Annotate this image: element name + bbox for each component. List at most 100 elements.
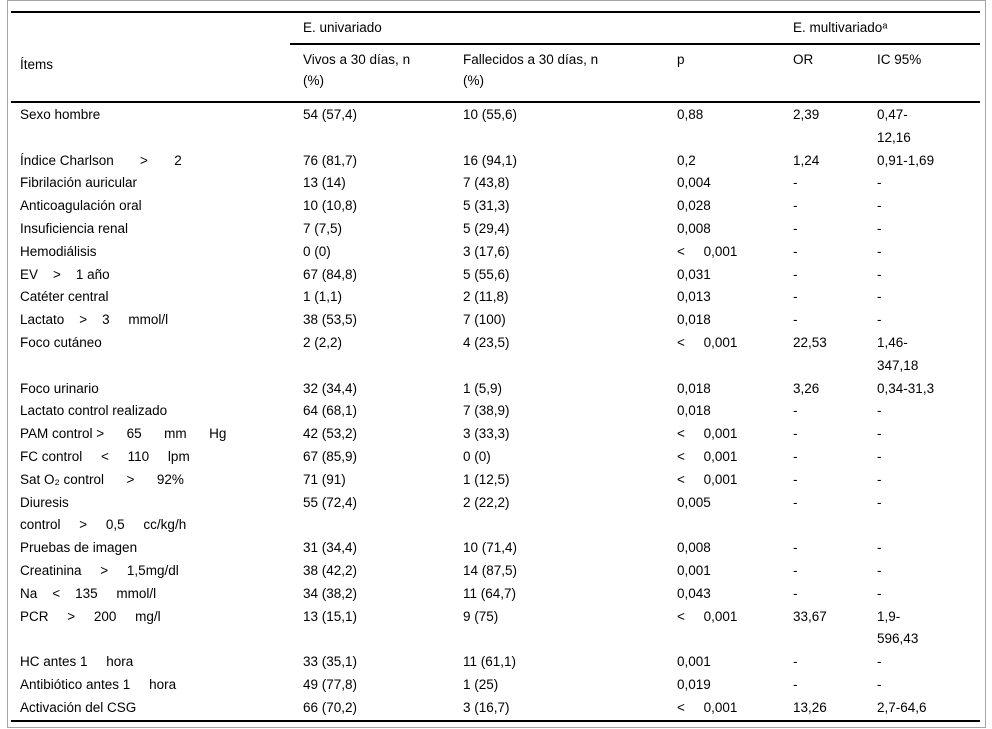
- vivos-cell: 10 (10,8): [303, 198, 358, 214]
- p-cell: 0,018: [677, 403, 711, 419]
- item-cell: Catéter central: [20, 289, 109, 305]
- fallecidos-cell: 10 (55,6): [463, 107, 518, 122]
- table-row: Creatinina > 1,5mg/dl 38 (42,2) 14 (87,5…: [11, 560, 980, 583]
- vivos-cell: 49 (77,8): [303, 676, 358, 692]
- vivos-cell: 1 (1,1): [303, 289, 343, 305]
- table-row: Índice Charlson > 2 76 (81,7) 16 (94,1) …: [11, 150, 980, 173]
- item-cell: Insuficiencia renal: [20, 220, 129, 236]
- item-cell: Pruebas de imagen: [20, 540, 138, 556]
- fallecidos-cell: 11 (64,7): [463, 585, 517, 601]
- vivos-cell: 0 (0): [303, 243, 331, 259]
- vivos-cell: 32 (34,4): [303, 380, 358, 396]
- or-cell: -: [793, 448, 798, 464]
- vivos-cell: 31 (34,4): [303, 540, 358, 556]
- fallecidos-cell: 14 (87,5): [463, 562, 518, 578]
- table-row: Na < 135 mmol/l 34 (38,2) 11 (64,7) 0,04…: [11, 583, 980, 606]
- or-cell: -: [793, 175, 798, 191]
- univariate-group-header: E. univariado: [290, 12, 781, 45]
- ic-cell: 0,34-31,3: [877, 380, 935, 396]
- table-row: Diuresis control > 0,5 cc/kg/h 55 (72,4)…: [11, 492, 980, 538]
- table-row: Catéter central 1 (1,1) 2 (11,8) 0,013 -…: [11, 286, 980, 309]
- item-cell: FC control < 110 lpm: [20, 448, 190, 464]
- p-column-header: p: [664, 44, 781, 103]
- fallecidos-cell: 7 (43,8): [463, 175, 510, 191]
- items-column-header: Ítems: [11, 12, 290, 103]
- or-cell: 22,53: [793, 334, 827, 350]
- vivos-cell: 2 (2,2): [303, 334, 343, 350]
- or-cell: -: [793, 654, 798, 670]
- vivos-cell: 67 (84,8): [303, 266, 358, 282]
- table-row: EV > 1 año 67 (84,8) 5 (55,6) 0,031 - -: [11, 264, 980, 287]
- vivos-cell: 7 (7,5): [303, 220, 343, 236]
- item-cell: Antibiótico antes 1 hora: [20, 676, 177, 692]
- or-cell: 13,26: [793, 699, 827, 715]
- p-cell: 0,004: [677, 175, 711, 191]
- p-cell: < 0,001: [677, 608, 738, 624]
- ic-cell: -: [877, 403, 882, 419]
- ic-cell: 0,91-1,69: [877, 152, 935, 168]
- ic-cell: -: [877, 289, 882, 305]
- p-cell: 0,005: [677, 494, 711, 510]
- item-cell: Índice Charlson > 2: [20, 152, 182, 168]
- fallecidos-cell: 9 (75): [463, 608, 499, 624]
- fallecidos-cell: 4 (23,5): [463, 334, 510, 350]
- ic-cell: -: [877, 312, 882, 328]
- fallecidos-cell: 5 (29,4): [463, 220, 510, 236]
- ic-cell: -: [877, 540, 882, 556]
- item-cell: Foco urinario: [20, 380, 99, 396]
- ic-cell: -: [877, 448, 882, 464]
- table-row: PAM control > 65 mm Hg 42 (53,2) 3 (33,3…: [11, 423, 980, 446]
- table-row: Sat O₂ control > 92% 71 (91) 1 (12,5) < …: [11, 469, 980, 492]
- table-row: Foco cutáneo 2 (2,2) 4 (23,5) < 0,001 22…: [11, 332, 980, 378]
- vivos-cell: 13 (14): [303, 175, 346, 191]
- ic-cell: -: [877, 562, 882, 578]
- ic-cell: -: [877, 676, 882, 692]
- fallecidos-cell: 11 (61,1): [463, 654, 517, 670]
- table-row: Hemodiálisis 0 (0) 3 (17,6) < 0,001 - -: [11, 241, 980, 264]
- or-cell: -: [793, 426, 798, 442]
- vivos-cell: 42 (53,2): [303, 426, 358, 442]
- fallecidos-cell: 16 (94,1): [463, 152, 518, 168]
- table-frame: Ítems E. univariado E. multivariadoᵃ Viv…: [7, 0, 986, 728]
- vivos-cell: 54 (57,4): [303, 107, 358, 122]
- or-cell: 33,67: [793, 608, 827, 624]
- fallecidos-cell: 0 (0): [463, 448, 491, 464]
- multivariate-group-header: E. multivariadoᵃ: [780, 12, 980, 45]
- ic-cell: 1,9- 596,43: [877, 608, 919, 647]
- p-cell: 0,019: [677, 676, 711, 692]
- or-column-header: OR: [780, 44, 865, 103]
- p-cell: < 0,001: [677, 243, 738, 259]
- or-cell: -: [793, 676, 798, 692]
- vivos-cell: 66 (70,2): [303, 699, 358, 715]
- table-row: Insuficiencia renal 7 (7,5) 5 (29,4) 0,0…: [11, 218, 980, 241]
- item-cell: Lactato control realizado: [20, 403, 168, 419]
- table-row: Anticoagulación oral 10 (10,8) 5 (31,3) …: [11, 195, 980, 218]
- vivos-cell: 76 (81,7): [303, 152, 358, 168]
- ic-cell: -: [877, 654, 882, 670]
- or-cell: -: [793, 243, 798, 259]
- p-cell: < 0,001: [677, 471, 738, 487]
- ic-cell: -: [877, 494, 882, 510]
- fallecidos-cell: 5 (31,3): [463, 198, 510, 214]
- vivos-cell: 38 (53,5): [303, 312, 358, 328]
- item-cell: Lactato > 3 mmol/l: [20, 312, 169, 328]
- or-cell: 3,26: [793, 380, 820, 396]
- table-header: Ítems E. univariado E. multivariadoᵃ Viv…: [11, 12, 980, 103]
- ic-cell: -: [877, 243, 882, 259]
- p-cell: < 0,001: [677, 699, 738, 715]
- vivos-cell: 13 (15,1): [303, 608, 358, 624]
- table-row: HC antes 1 hora 33 (35,1) 11 (61,1) 0,00…: [11, 651, 980, 674]
- or-cell: -: [793, 289, 798, 305]
- ic-cell: -: [877, 426, 882, 442]
- ic-column-header: IC 95%: [864, 44, 980, 103]
- p-cell: < 0,001: [677, 448, 738, 464]
- p-cell: 0,2: [677, 152, 696, 168]
- or-cell: 2,39: [793, 107, 820, 122]
- or-cell: -: [793, 403, 798, 419]
- vivos-column-header: Vivos a 30 días, n (%): [290, 44, 450, 103]
- table-row: Lactato > 3 mmol/l 38 (53,5) 7 (100) 0,0…: [11, 309, 980, 332]
- item-cell: Foco cutáneo: [20, 334, 102, 350]
- item-cell: Anticoagulación oral: [20, 198, 142, 214]
- table-row: Lactato control realizado 64 (68,1) 7 (3…: [11, 400, 980, 423]
- fallecidos-cell: 2 (11,8): [463, 289, 509, 305]
